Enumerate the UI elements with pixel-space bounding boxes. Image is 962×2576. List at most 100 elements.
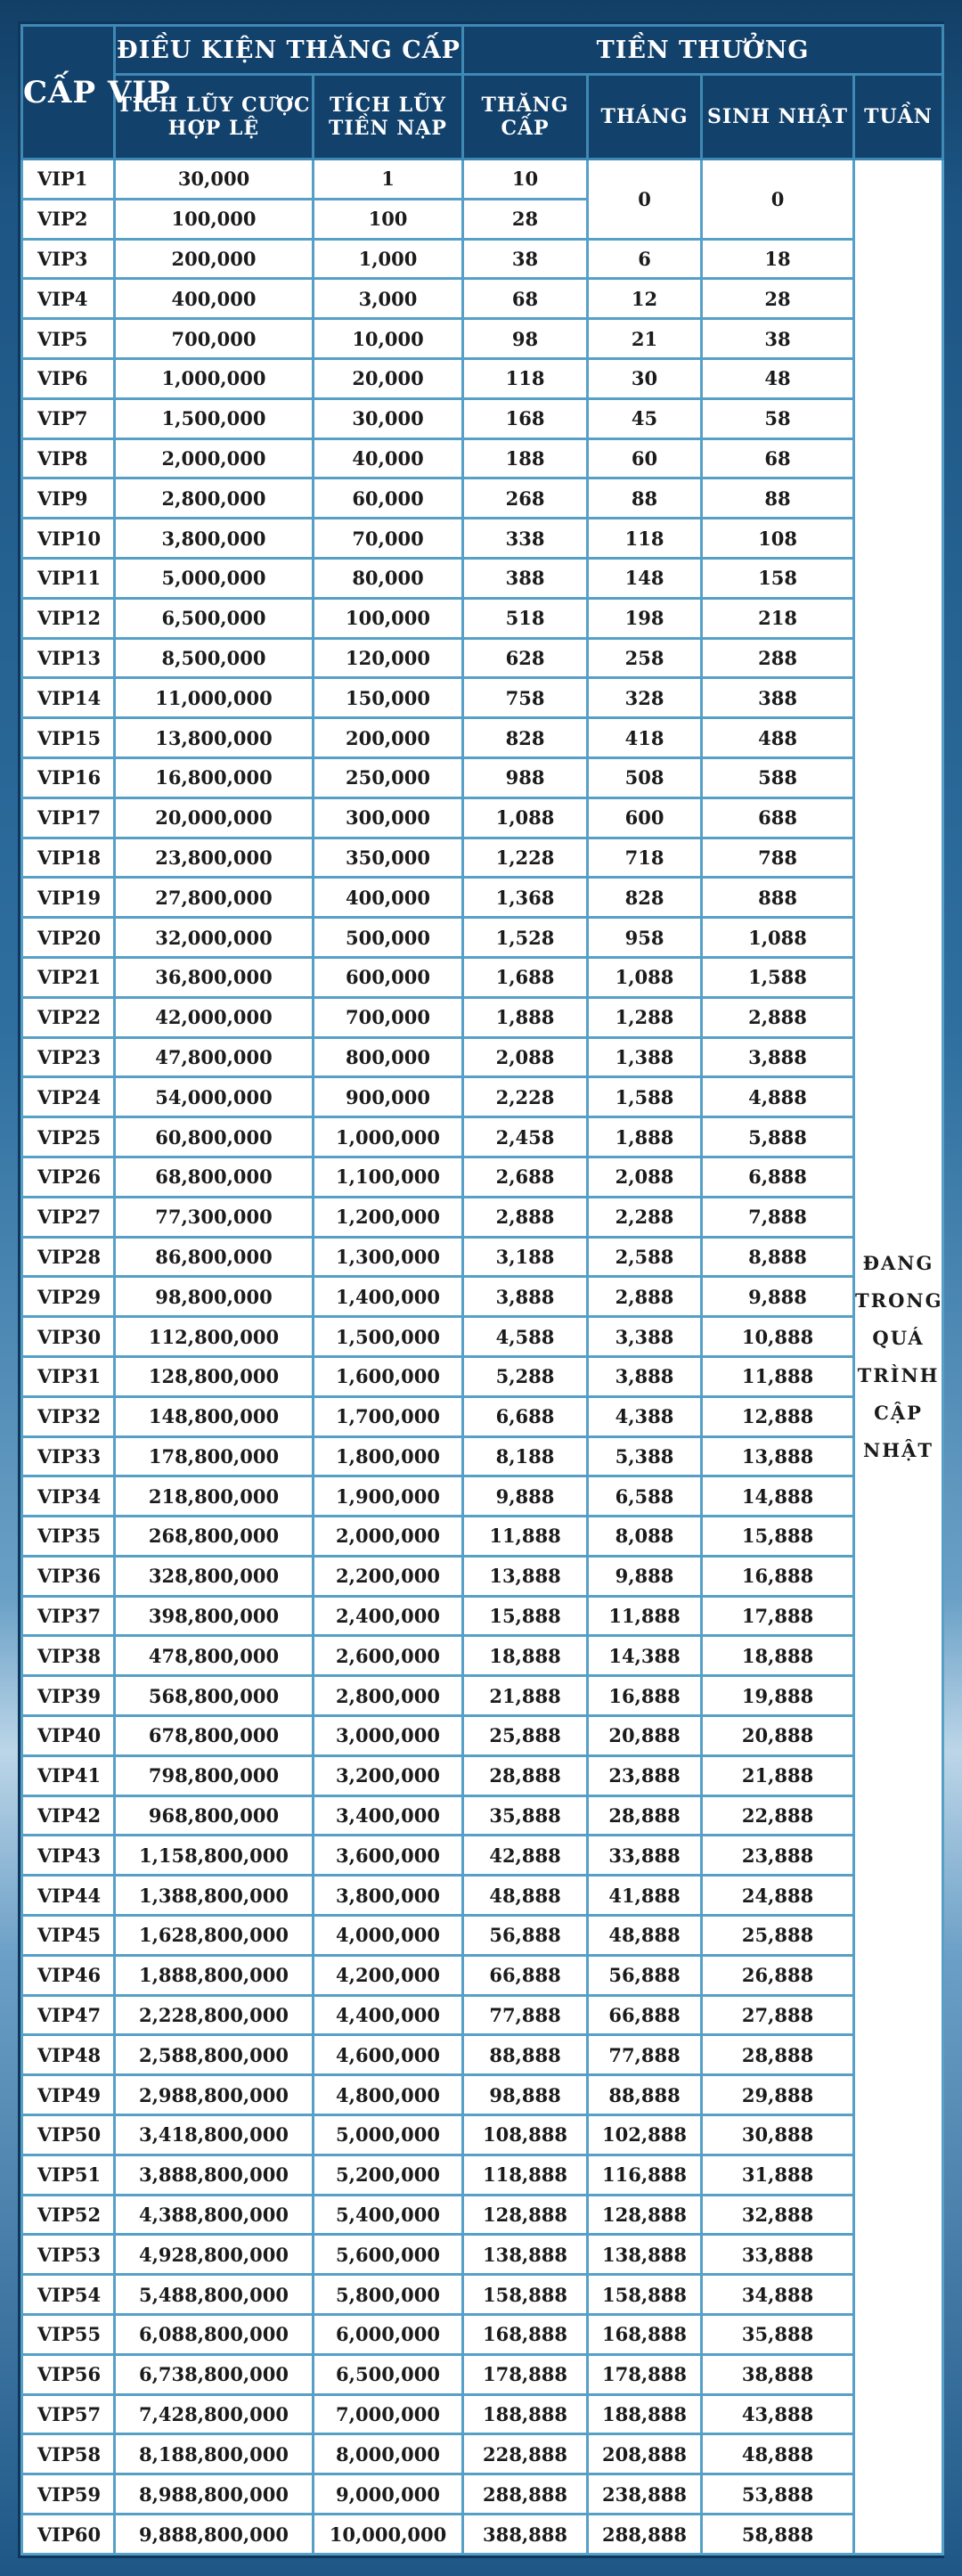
promotion-bonus-cell: 168,888 [461, 2313, 590, 2356]
promotion-bonus-cell: 48,888 [461, 1874, 590, 1918]
table-row: VIP23 47,800,000 800,000 2,088 1,388 3,888 [20, 1035, 943, 1079]
table-row: VIP38 478,800,000 2,600,000 18,888 14,388 18,… [20, 1634, 943, 1678]
bet-requirement-cell: 2,588,800,000 [113, 2033, 314, 2077]
header-promotion-bonus: THĂNG CẤP [461, 73, 590, 160]
birthday-bonus-cell: 388 [700, 676, 856, 720]
monthly-bonus-cell: 33,888 [586, 1834, 704, 1877]
monthly-bonus-cell: 56,888 [586, 1953, 704, 1997]
table-row: VIP47 2,228,800,000 4,400,000 77,888 66,888 2… [20, 1993, 943, 2037]
deposit-requirement-cell: 8,000,000 [311, 2433, 465, 2476]
bet-requirement-cell: 60,800,000 [113, 1116, 314, 1158]
monthly-bonus-cell: 116,888 [586, 2153, 704, 2196]
deposit-requirement-cell: 1,900,000 [311, 1475, 465, 1518]
bet-requirement-cell: 5,488,800,000 [113, 2273, 314, 2317]
monthly-bonus-cell: 12 [586, 277, 704, 321]
promotion-bonus-cell: 66,888 [461, 1953, 590, 1997]
promotion-bonus-cell: 228,888 [461, 2433, 590, 2476]
bet-requirement-cell: 27,800,000 [113, 876, 314, 920]
deposit-requirement-cell: 80,000 [311, 556, 465, 600]
vip-level-cell: VIP49 [20, 2073, 116, 2117]
vip-level-cell: VIP28 [20, 1235, 116, 1279]
deposit-requirement-cell: 6,500,000 [311, 2352, 465, 2396]
deposit-requirement-cell: 40,000 [311, 437, 465, 480]
vip-level-cell: VIP40 [20, 1714, 116, 1757]
monthly-bonus-cell: 328 [586, 676, 704, 720]
deposit-requirement-cell: 5,600,000 [311, 2233, 465, 2277]
monthly-bonus-cell: 4,388 [586, 1394, 704, 1438]
deposit-requirement-cell: 1,800,000 [311, 1435, 465, 1478]
promotion-bonus-cell: 288,888 [461, 2473, 590, 2516]
promotion-bonus-cell: 988 [461, 756, 590, 799]
monthly-bonus-cell: 11,888 [586, 1594, 704, 1638]
promotion-bonus-cell: 38 [461, 237, 590, 281]
vip-level-cell: VIP56 [20, 2352, 116, 2396]
monthly-bonus-cell: 2,288 [586, 1195, 704, 1239]
birthday-bonus-cell: 35,888 [700, 2313, 856, 2356]
deposit-requirement-cell: 4,400,000 [311, 1993, 465, 2037]
table-row: VIP11 5,000,000 80,000 388 148 158 [20, 556, 943, 600]
vip-level-cell: VIP5 [20, 317, 116, 360]
header-weekly-bonus: TUẦN [852, 73, 945, 160]
birthday-bonus-cell: 14,888 [700, 1475, 856, 1518]
promotion-bonus-cell: 518 [461, 596, 590, 640]
bet-requirement-cell: 2,228,800,000 [113, 1993, 314, 2037]
bet-requirement-cell: 268,800,000 [113, 1515, 314, 1558]
header-rewards: TIỀN THƯỞNG [461, 24, 945, 76]
birthday-bonus-cell: 48 [700, 356, 856, 400]
vip-level-cell: VIP51 [20, 2153, 116, 2196]
promotion-bonus-cell: 35,888 [461, 1794, 590, 1837]
promotion-bonus-cell: 158,888 [461, 2273, 590, 2317]
vip-level-cell: VIP7 [20, 397, 116, 440]
vip-level-cell: VIP18 [20, 836, 116, 879]
monthly-bonus-cell: 1,388 [586, 1035, 704, 1079]
monthly-bonus-cell: 718 [586, 836, 704, 879]
vip-level-cell: VIP20 [20, 916, 116, 959]
vip-level-cell: VIP21 [20, 955, 116, 999]
vip-level-cell: VIP4 [20, 277, 116, 321]
deposit-requirement-cell: 1,500,000 [311, 1315, 465, 1358]
birthday-bonus-cell: 488 [700, 716, 856, 759]
birthday-bonus-cell: 588 [700, 756, 856, 799]
promotion-bonus-cell: 2,088 [461, 1035, 590, 1079]
header-bet-line-2: HỢP LỆ [167, 117, 260, 140]
birthday-bonus-cell: 38,888 [700, 2352, 856, 2396]
table-row: VIP26 68,800,000 1,100,000 2,688 2,088 6,888 [20, 1155, 943, 1198]
header-deposit-line-2: TIỀN NẠP [329, 117, 447, 140]
table-row: VIP30 112,800,000 1,500,000 4,588 3,388 10,88… [20, 1315, 943, 1358]
birthday-bonus-merged-cell: 0 [700, 158, 856, 241]
vip-level-cell: VIP30 [20, 1315, 116, 1358]
promotion-bonus-cell: 98 [461, 317, 590, 360]
promotion-bonus-cell: 42,888 [461, 1834, 590, 1877]
promotion-bonus-cell: 1,368 [461, 876, 590, 920]
bet-requirement-cell: 128,800,000 [113, 1354, 314, 1398]
birthday-bonus-cell: 31,888 [700, 2153, 856, 2196]
vip-level-cell: VIP9 [20, 477, 116, 520]
vip-level-cell: VIP59 [20, 2473, 116, 2516]
promotion-bonus-cell: 18,888 [461, 1634, 590, 1678]
bet-requirement-cell: 4,388,800,000 [113, 2193, 314, 2237]
monthly-bonus-cell: 178,888 [586, 2352, 704, 2396]
monthly-bonus-cell: 1,588 [586, 1075, 704, 1119]
promotion-bonus-cell: 178,888 [461, 2352, 590, 2396]
monthly-bonus-merged-cell: 0 [586, 158, 704, 241]
vip-level-cell: VIP57 [20, 2392, 116, 2436]
header-accumulated-deposit: TÍCH LŨY TIỀN NẠP [311, 73, 465, 160]
vip-level-cell: VIP12 [20, 596, 116, 640]
monthly-bonus-cell: 158,888 [586, 2273, 704, 2317]
promotion-bonus-cell: 118 [461, 356, 590, 400]
bet-requirement-cell: 6,500,000 [113, 596, 314, 640]
weekly-note-line: NHẬT [863, 1438, 934, 1461]
birthday-bonus-cell: 38 [700, 317, 856, 360]
monthly-bonus-cell: 21 [586, 317, 704, 360]
vip-level-cell: VIP35 [20, 1515, 116, 1558]
promotion-bonus-cell: 4,588 [461, 1315, 590, 1358]
header-monthly-bonus: THÁNG [586, 73, 704, 160]
monthly-bonus-cell: 30 [586, 356, 704, 400]
vip-level-cell: VIP39 [20, 1674, 116, 1718]
bet-requirement-cell: 398,800,000 [113, 1594, 314, 1638]
deposit-requirement-cell: 20,000 [311, 356, 465, 400]
bet-requirement-cell: 1,500,000 [113, 397, 314, 440]
table-row: VIP54 5,488,800,000 5,800,000 158,888 158,88… [20, 2273, 943, 2317]
table-row: VIP22 42,000,000 700,000 1,888 1,288 2,888 [20, 995, 943, 1039]
vip-level-cell: VIP2 [20, 197, 116, 241]
